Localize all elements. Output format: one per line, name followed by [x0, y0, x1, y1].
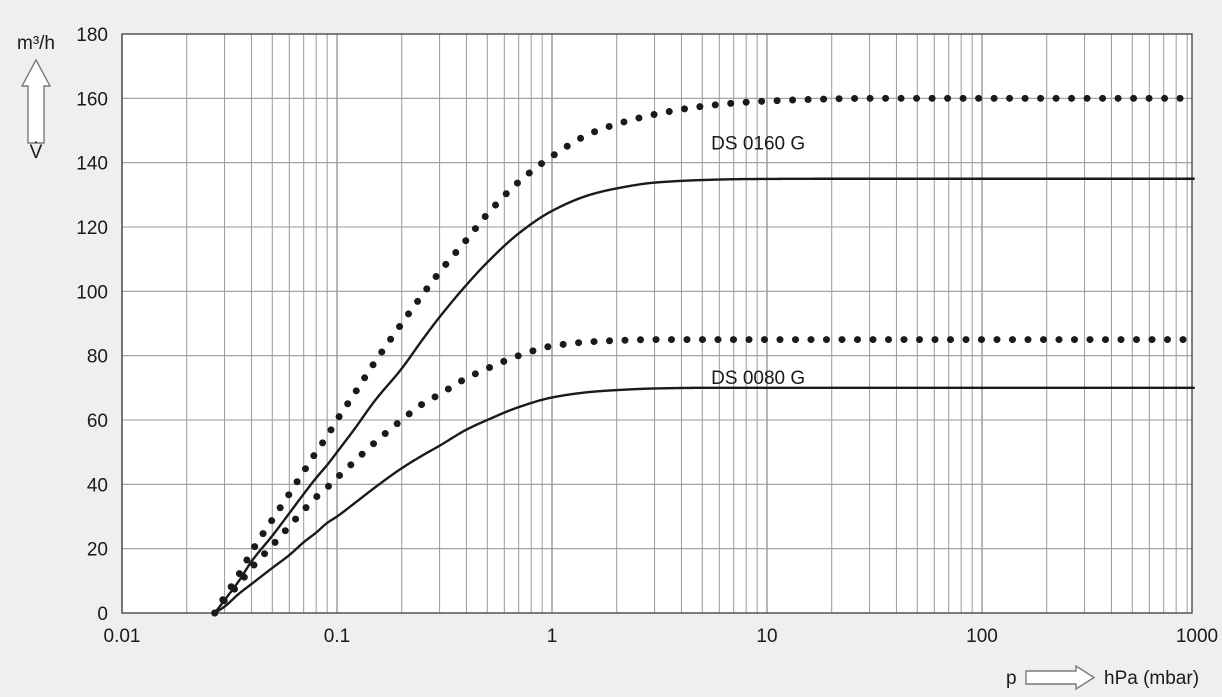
- y-tick-label: 0: [97, 604, 108, 625]
- y-axis-arrow-icon: [20, 58, 52, 144]
- curve-line-1: [213, 177, 1195, 615]
- x-axis-symbol-label: p: [1006, 668, 1017, 689]
- plot-frame: [121, 33, 1193, 614]
- y-tick-label: 60: [87, 411, 108, 432]
- curve-dotted-2: [211, 336, 1187, 617]
- y-tick-label: 180: [76, 25, 108, 46]
- x-axis-arrow-icon: [1025, 664, 1096, 691]
- x-tick-label: 1: [547, 626, 558, 647]
- data-curves: [211, 94, 1195, 617]
- y-tick-label: 40: [87, 475, 108, 496]
- y-axis-symbol-label: V̇: [30, 142, 43, 163]
- y-axis-tick-labels: 0 20 40 60 80 100 120 140 160 180: [76, 25, 108, 625]
- gridlines: [121, 34, 1192, 613]
- curve-dotted-0: [211, 94, 1184, 617]
- plot-area-background: [122, 34, 1192, 613]
- x-tick-label: 0.1: [324, 626, 350, 647]
- x-tick-label: 100: [966, 626, 998, 647]
- curve-annotations: DS 0160 G DS 0080 G: [711, 133, 805, 389]
- y-tick-label: 140: [76, 154, 108, 175]
- x-axis-tick-labels: 0.01 0.1 1 10 100 1000: [104, 626, 1219, 647]
- y-tick-label: 80: [87, 347, 108, 368]
- y-tick-label: 120: [76, 218, 108, 239]
- curve-annotation-1: DS 0080 G: [711, 368, 805, 389]
- x-tick-label: 1000: [1176, 626, 1218, 647]
- x-tick-label: 0.01: [104, 626, 141, 647]
- x-axis-unit-label: hPa (mbar): [1104, 668, 1199, 689]
- y-tick-label: 20: [87, 540, 108, 561]
- y-tick-label: 100: [76, 282, 108, 303]
- x-tick-label: 10: [756, 626, 777, 647]
- y-tick-label: 160: [76, 89, 108, 110]
- y-axis-unit-label: m³/h: [17, 33, 55, 54]
- curve-line-3: [213, 386, 1195, 615]
- curve-annotation-0: DS 0160 G: [711, 133, 805, 154]
